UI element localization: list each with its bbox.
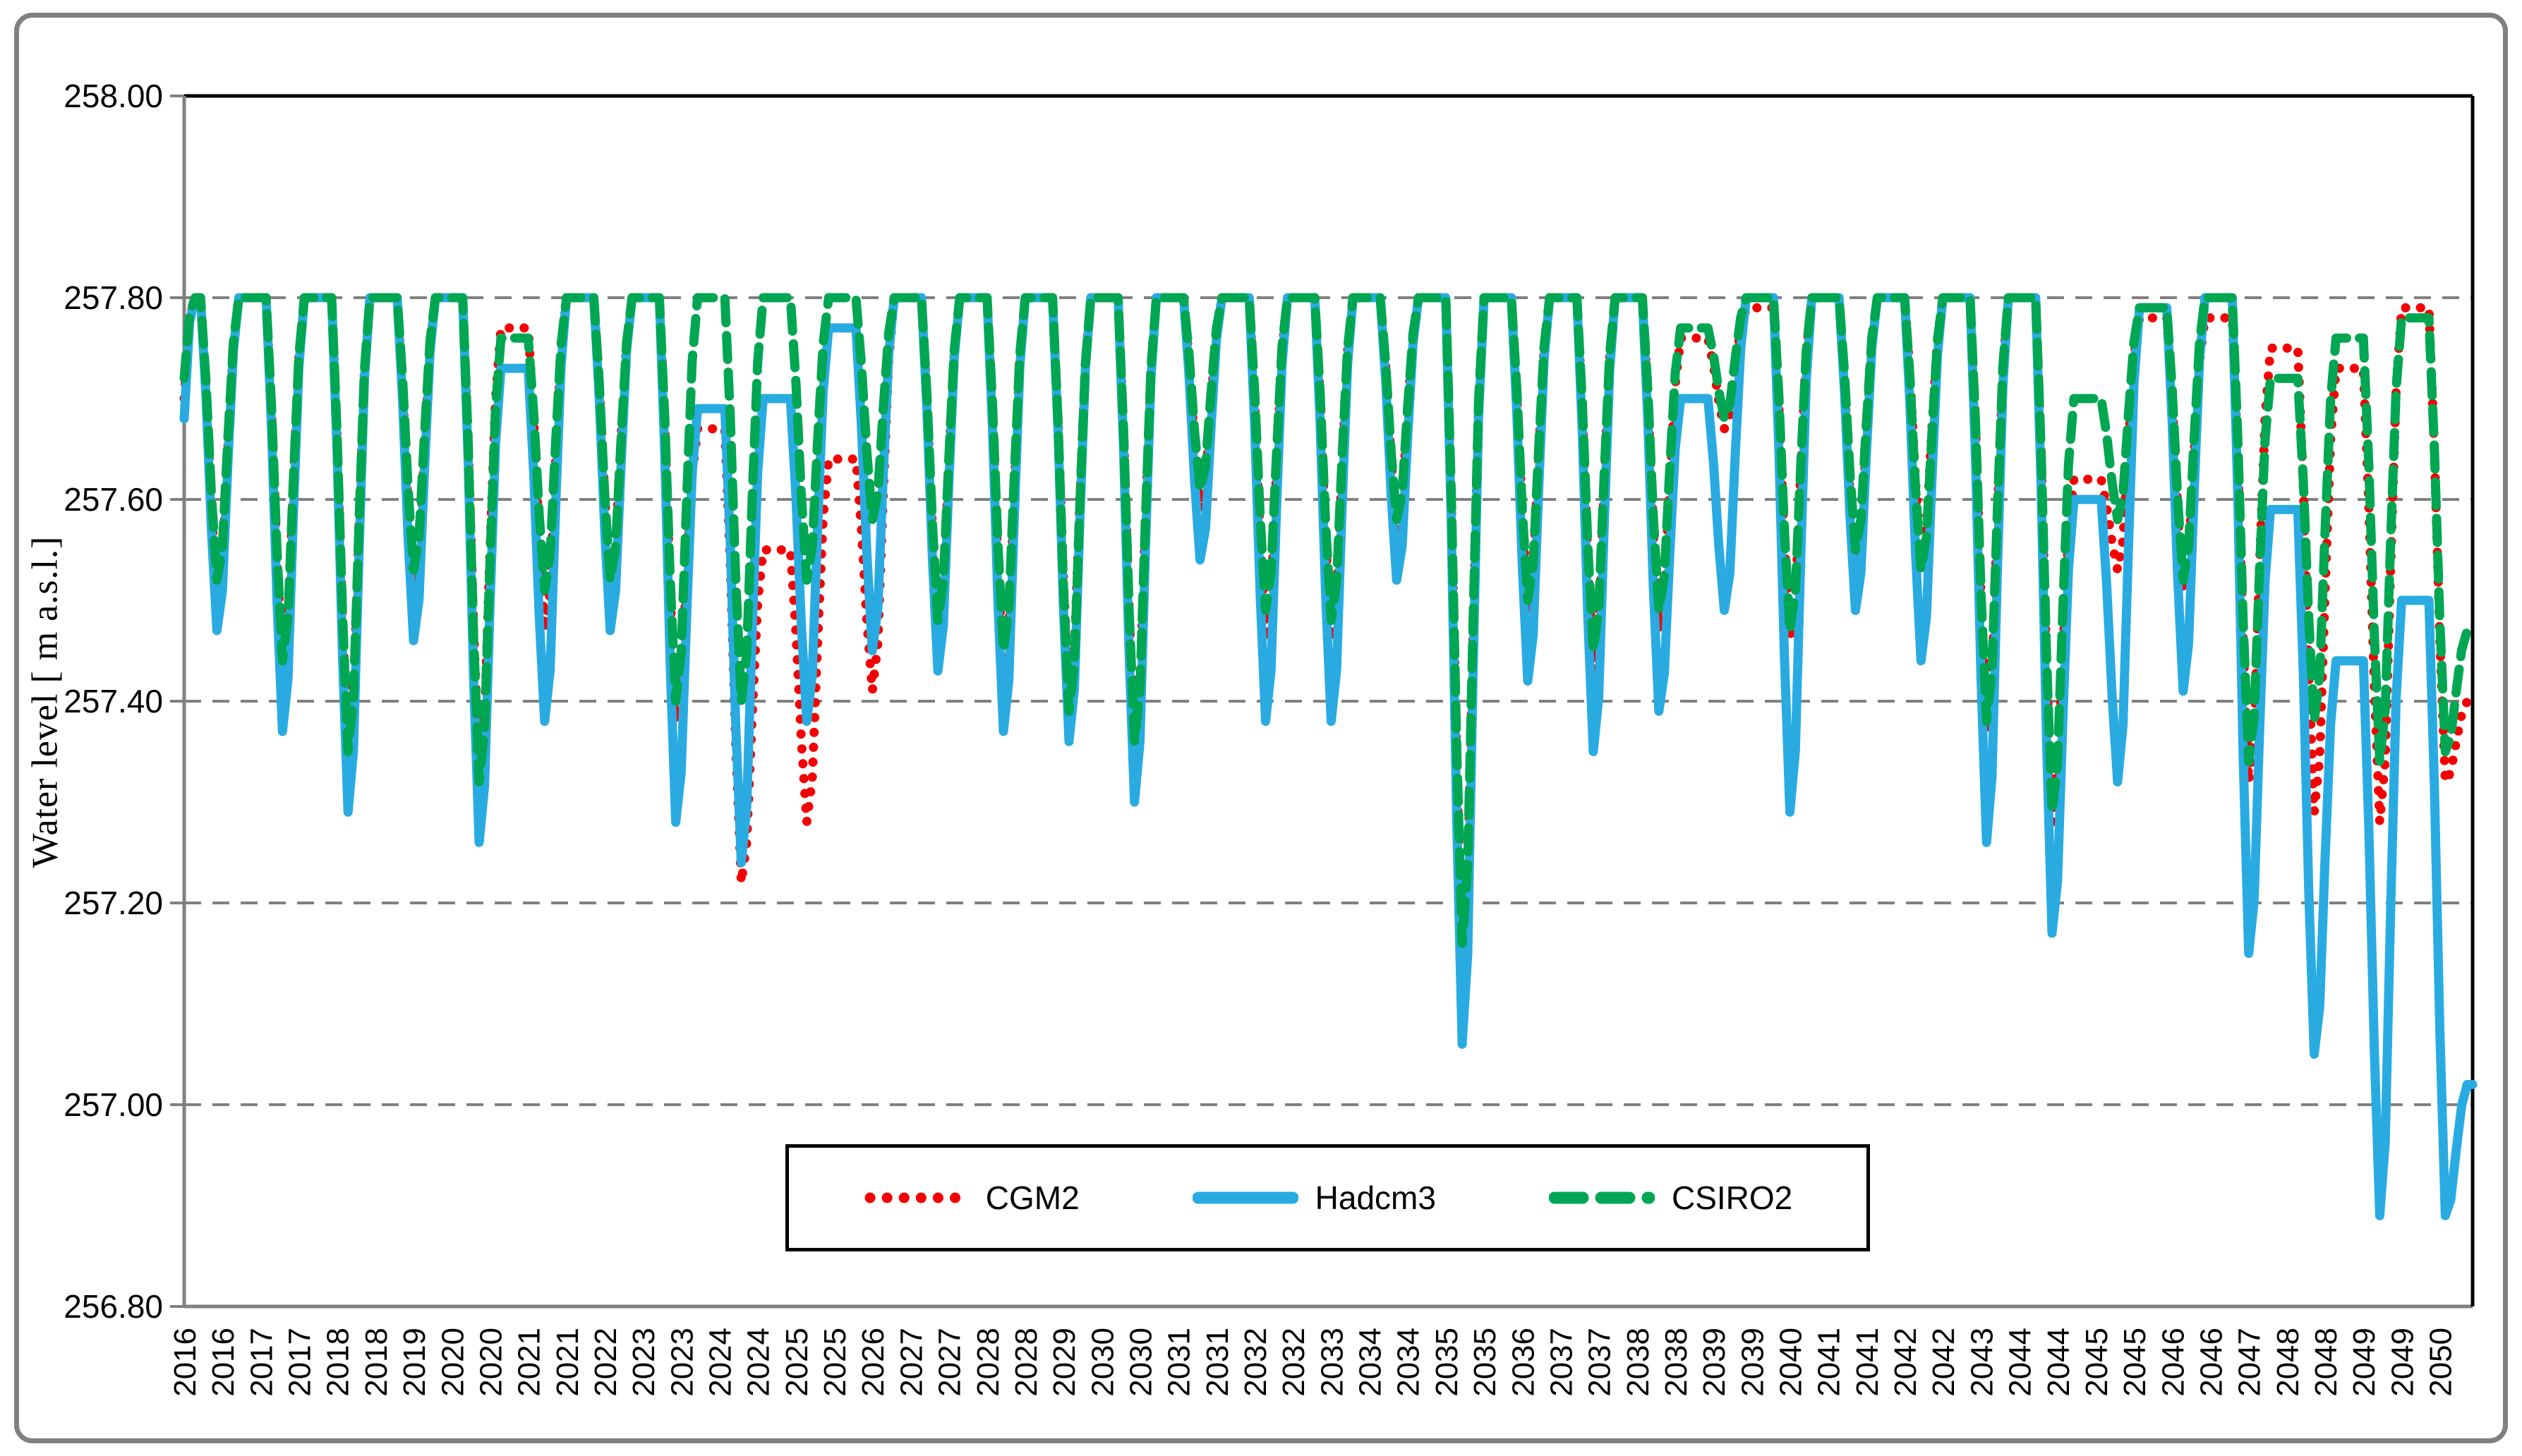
- x-tick-label: 2034: [1392, 1328, 1426, 1397]
- csiro2-dashed-line-icon: [1548, 1191, 1655, 1204]
- x-tick-label: 2028: [971, 1328, 1006, 1397]
- cgm2-dotted-line-icon: [864, 1192, 967, 1203]
- y-tick-label: 258.00: [64, 78, 163, 114]
- x-tick-label: 2022: [589, 1328, 623, 1397]
- x-tick-label: 2023: [665, 1328, 699, 1397]
- x-tick-label: 2017: [244, 1328, 279, 1397]
- x-tick-label: 2025: [818, 1328, 852, 1397]
- x-tick-label: 2045: [2118, 1328, 2152, 1397]
- legend-item-cgm2: CGM2: [863, 1179, 1080, 1217]
- x-tick-label: 2026: [856, 1328, 891, 1397]
- x-tick-label: 2027: [894, 1328, 929, 1397]
- y-tick-label: 257.80: [64, 279, 163, 316]
- x-tick-label: 2016: [168, 1328, 203, 1397]
- y-tick-label: 257.00: [64, 1086, 163, 1123]
- x-tick-label: 2048: [2271, 1328, 2305, 1397]
- x-tick-label: 2028: [1009, 1328, 1044, 1397]
- x-tick-label: 2031: [1200, 1328, 1235, 1397]
- x-tick-label: 2027: [933, 1328, 967, 1397]
- x-tick-label: 2041: [1850, 1328, 1885, 1397]
- x-tick-label: 2049: [2385, 1328, 2420, 1397]
- legend-label-cgm2: CGM2: [985, 1179, 1080, 1216]
- x-tick-label: 2040: [1774, 1328, 1809, 1397]
- x-tick-label: 2046: [2156, 1328, 2190, 1397]
- x-tick-label: 2043: [1965, 1328, 1999, 1397]
- x-tick-label: 2045: [2080, 1328, 2114, 1397]
- x-tick-label: 2018: [359, 1328, 394, 1397]
- x-tick-label: 2034: [1353, 1328, 1388, 1397]
- x-tick-label: 2044: [2003, 1328, 2038, 1397]
- legend-label-hadcm3: Hadcm3: [1315, 1179, 1436, 1216]
- x-tick-label: 2046: [2194, 1328, 2228, 1397]
- legend-item-csiro2: CSIRO2: [1548, 1179, 1793, 1217]
- x-tick-label: 2024: [742, 1328, 776, 1397]
- y-tick-label: 257.20: [64, 885, 163, 921]
- x-tick-label: 2033: [1315, 1328, 1349, 1397]
- y-tick-label: 257.40: [64, 683, 163, 720]
- legend-label-csiro2: CSIRO2: [1671, 1179, 1793, 1216]
- hadcm3-solid-line-icon: [1192, 1191, 1298, 1204]
- x-tick-label: 2039: [1735, 1328, 1770, 1397]
- x-tick-label: 2030: [1123, 1328, 1158, 1397]
- x-tick-label: 2031: [1162, 1328, 1197, 1397]
- x-tick-label: 2021: [550, 1328, 585, 1397]
- y-tick-label: 257.60: [64, 481, 163, 518]
- x-tick-label: 2039: [1697, 1328, 1732, 1397]
- x-tick-label: 2041: [1812, 1328, 1847, 1397]
- x-tick-label: 2044: [2041, 1328, 2076, 1397]
- x-tick-label: 2029: [1047, 1328, 1082, 1397]
- x-tick-label: 2036: [1506, 1328, 1540, 1397]
- legend-item-hadcm3: Hadcm3: [1192, 1179, 1436, 1217]
- x-tick-label: 2049: [2347, 1328, 2382, 1397]
- x-tick-label: 2025: [780, 1328, 814, 1397]
- x-tick-label: 2021: [512, 1328, 547, 1397]
- x-tick-label: 2038: [1659, 1328, 1694, 1397]
- x-tick-label: 2020: [435, 1328, 470, 1397]
- x-tick-label: 2035: [1468, 1328, 1502, 1397]
- series-line-csiro2: [179, 293, 2478, 948]
- x-tick-label: 2017: [283, 1328, 318, 1397]
- x-tick-label: 2024: [704, 1328, 738, 1397]
- x-tick-label: 2042: [1888, 1328, 1923, 1397]
- x-tick-label: 2037: [1583, 1328, 1617, 1397]
- x-tick-label: 2037: [1544, 1328, 1579, 1397]
- x-tick-label: 2016: [206, 1328, 241, 1397]
- x-tick-label: 2032: [1277, 1328, 1311, 1397]
- x-tick-label: 2050: [2424, 1328, 2458, 1397]
- x-tick-label: 2030: [1085, 1328, 1120, 1397]
- x-tick-label: 2032: [1238, 1328, 1273, 1397]
- x-tick-label: 2038: [1621, 1328, 1655, 1397]
- x-tick-label: 2019: [397, 1328, 432, 1397]
- x-tick-label: 2023: [627, 1328, 661, 1397]
- x-tick-label: 2047: [2233, 1328, 2267, 1397]
- x-tick-label: 2020: [473, 1328, 508, 1397]
- x-tick-label: 2042: [1926, 1328, 1961, 1397]
- x-tick-label: 2048: [2309, 1328, 2343, 1397]
- x-tick-label: 2035: [1430, 1328, 1464, 1397]
- y-tick-label: 256.80: [64, 1288, 163, 1325]
- x-tick-label: 2018: [321, 1328, 356, 1397]
- legend-box: CGM2 Hadcm3 CSIRO2: [785, 1144, 1870, 1251]
